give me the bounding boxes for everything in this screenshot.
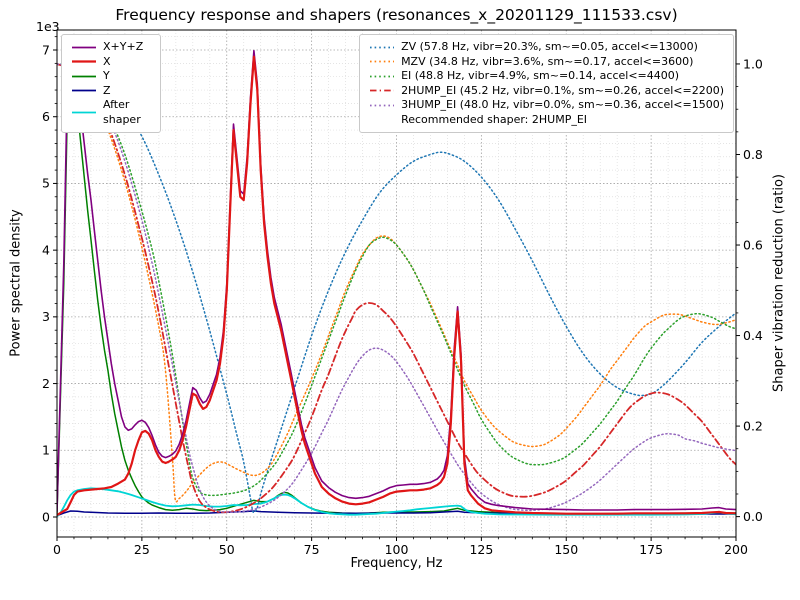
svg-text:0.6: 0.6	[743, 237, 763, 252]
legend-line-sample	[370, 46, 395, 49]
legend-label: MZV (34.8 Hz, vibr=3.6%, sm~=0.17, accel…	[401, 54, 694, 68]
svg-text:0: 0	[53, 542, 61, 557]
svg-text:0.0: 0.0	[743, 509, 763, 524]
svg-text:0.4: 0.4	[743, 328, 763, 343]
svg-text:125: 125	[469, 542, 493, 557]
legend-line-sample	[370, 60, 395, 63]
y-axis-label-right: Shaper vibration reduction (ratio)	[771, 174, 787, 392]
svg-text:150: 150	[554, 542, 578, 557]
series-zv	[57, 63, 736, 514]
svg-text:1.0: 1.0	[743, 56, 763, 71]
legend-label: ZV (57.8 Hz, vibr=20.3%, sm~=0.05, accel…	[401, 40, 698, 53]
legend-item: Z	[71, 84, 151, 99]
series-mzv	[57, 63, 736, 503]
legend-item: Y	[71, 69, 151, 84]
svg-text:75: 75	[304, 542, 320, 557]
svg-text:6: 6	[42, 109, 50, 124]
legend-label: X	[103, 54, 111, 68]
recommended-shaper-text: Recommended shaper: 2HUMP_EI	[401, 112, 588, 126]
legend-item: ZV (57.8 Hz, vibr=20.3%, sm~=0.05, accel…	[369, 40, 724, 55]
series-after-shaper	[57, 487, 736, 518]
svg-text:100: 100	[385, 542, 409, 557]
series-3hump-ei	[57, 63, 736, 513]
legend-label: After shaper	[103, 98, 141, 126]
legend-item: X+Y+Z	[71, 40, 151, 55]
legend-label: EI (48.8 Hz, vibr=4.9%, sm~=0.14, accel<…	[401, 69, 680, 83]
svg-text:175: 175	[639, 542, 663, 557]
svg-text:2: 2	[42, 376, 50, 391]
legend-item: MZV (34.8 Hz, vibr=3.6%, sm~=0.17, accel…	[369, 55, 724, 70]
legend-label: 2HUMP_EI (45.2 Hz, vibr=0.1%, sm~=0.26, …	[401, 83, 724, 97]
svg-text:25: 25	[134, 542, 150, 557]
legend-label: Z	[103, 83, 111, 97]
legend-line-sample	[72, 75, 96, 78]
legend-line-sample	[72, 89, 96, 92]
svg-text:7: 7	[42, 42, 50, 57]
x-axis-label: Frequency, Hz	[350, 556, 443, 571]
legend-line-sample	[72, 46, 96, 49]
svg-text:5: 5	[42, 176, 50, 191]
legend-line-sample	[72, 111, 96, 114]
svg-text:0.8: 0.8	[743, 147, 763, 162]
shaper-legend: ZV (57.8 Hz, vibr=20.3%, sm~=0.05, accel…	[359, 34, 734, 134]
svg-text:1: 1	[42, 443, 50, 458]
svg-text:200: 200	[724, 542, 748, 557]
legend-label: X+Y+Z	[103, 40, 144, 53]
series-ei	[57, 63, 736, 497]
chart-title: Frequency response and shapers (resonanc…	[115, 6, 678, 24]
legend-item: EI (48.8 Hz, vibr=4.9%, sm~=0.14, accel<…	[369, 69, 724, 84]
legend-line-sample	[72, 60, 96, 63]
svg-text:0.2: 0.2	[743, 418, 763, 433]
legend-line-sample	[370, 104, 395, 107]
series-x	[57, 55, 736, 517]
svg-text:0: 0	[42, 509, 50, 524]
shaper-legend-items: ZV (57.8 Hz, vibr=20.3%, sm~=0.05, accel…	[369, 40, 724, 113]
svg-text:4: 4	[42, 242, 50, 257]
legend-item: 3HUMP_EI (48.0 Hz, vibr=0.0%, sm~=0.36, …	[369, 98, 724, 113]
legend-item: 2HUMP_EI (45.2 Hz, vibr=0.1%, sm~=0.26, …	[369, 84, 724, 99]
y-axis-label-left: Power spectral density	[8, 209, 24, 357]
legend-line-sample	[370, 89, 395, 92]
legend-item: After shaper	[71, 98, 151, 127]
legend-item: X	[71, 55, 151, 70]
series-y	[57, 75, 736, 515]
svg-text:3: 3	[42, 309, 50, 324]
svg-text:50: 50	[219, 542, 235, 557]
legend-line-sample	[370, 75, 395, 78]
axis-scale-offset: 1e3	[36, 19, 60, 34]
legend-label: 3HUMP_EI (48.0 Hz, vibr=0.0%, sm~=0.36, …	[401, 98, 724, 112]
measured-legend: X+Y+Z X Y Z After shaper	[61, 34, 161, 134]
legend-label: Y	[103, 69, 110, 83]
series-2hump-ei	[57, 63, 736, 514]
